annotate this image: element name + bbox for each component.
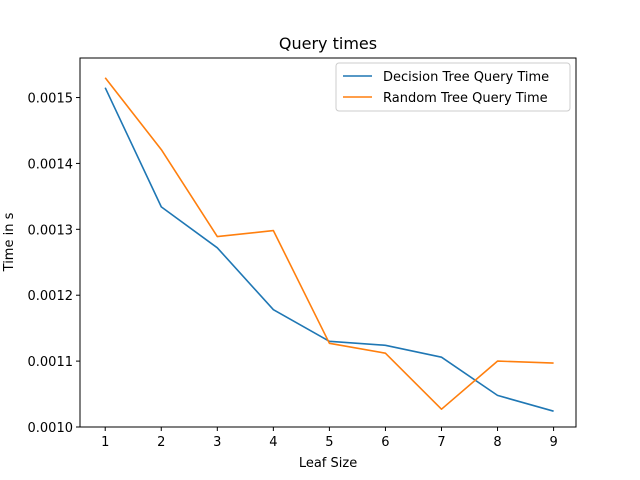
x-tick-label: 6 <box>381 435 389 450</box>
y-tick-label: 0.0010 <box>28 421 74 436</box>
y-tick-label: 0.0011 <box>28 355 74 370</box>
legend-entry-label: Random Tree Query Time <box>383 91 548 106</box>
legend: Decision Tree Query Time Random Tree Quer… <box>335 62 571 112</box>
y-tick-label: 0.0014 <box>28 157 74 172</box>
chart-title: Query times <box>279 34 377 53</box>
x-tick-label: 1 <box>101 435 109 450</box>
x-tick-label: 2 <box>157 435 165 450</box>
y-tick-label: 0.0013 <box>28 223 74 238</box>
series-line-decision-tree <box>104 87 554 412</box>
x-tick-label: 7 <box>437 435 445 450</box>
x-tick-label: 9 <box>549 435 557 450</box>
legend-box <box>335 62 571 112</box>
x-tick-label: 8 <box>493 435 501 450</box>
plot-frame <box>79 57 577 428</box>
series-line-random-tree <box>104 77 554 411</box>
x-axis-label: Leaf Size <box>299 456 357 471</box>
x-tick-label: 5 <box>325 435 333 450</box>
x-tick-label: 4 <box>269 435 277 450</box>
x-tick-label: 3 <box>213 435 221 450</box>
y-tick-label: 0.0015 <box>28 92 74 107</box>
y-tick-label: 0.0012 <box>28 289 74 304</box>
plot-area <box>104 77 554 412</box>
y-axis-label: Time in s <box>2 212 17 272</box>
legend-entry-label: Decision Tree Query Time <box>383 70 549 85</box>
